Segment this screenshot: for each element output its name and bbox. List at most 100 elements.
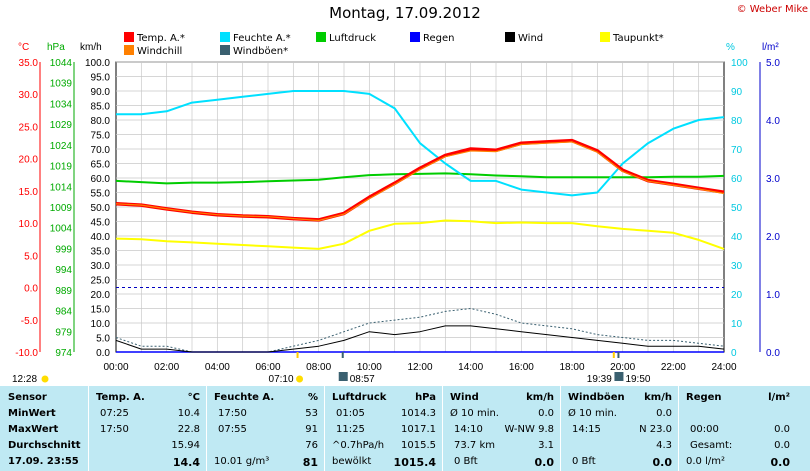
wind-min-label: Ø 10 min. bbox=[450, 408, 499, 419]
wind-axis-tick: 35.0 bbox=[91, 247, 111, 258]
wind-max: W-NW 9.8 bbox=[504, 424, 554, 435]
legend-item-rain: Regen bbox=[410, 32, 455, 44]
temp-avg: 15.94 bbox=[171, 440, 200, 451]
legend-label-gusts: Windböen* bbox=[233, 46, 289, 57]
rain-max-time: 00:00 bbox=[690, 424, 719, 435]
table-divider bbox=[324, 386, 325, 471]
series-line-luftdruck bbox=[115, 172, 725, 185]
pressure-header: Luftdruck bbox=[332, 392, 387, 403]
temp-axis-tick: 5.0 bbox=[24, 251, 38, 262]
humidity-axis-tick: 0 bbox=[731, 348, 737, 359]
rain-total: 0.0 bbox=[774, 440, 790, 451]
wind-axis-tick: 50.0 bbox=[91, 203, 111, 214]
legend-item-gusts: Windböen* bbox=[220, 45, 288, 57]
wind-axis-tick: 75.0 bbox=[91, 131, 111, 142]
series-line-wind bbox=[115, 325, 725, 353]
row-label-min: MinWert bbox=[8, 408, 56, 419]
pressure-axis-tick: 1024 bbox=[50, 141, 73, 152]
wind-axis-tick: 65.0 bbox=[91, 160, 111, 171]
humidity-axis-unit: % bbox=[726, 42, 735, 53]
rain-axis-tick: 3.0 bbox=[766, 174, 780, 185]
humidity-axis-tick: 100 bbox=[731, 58, 748, 69]
pressure-trend: ^0.7hPa/h bbox=[332, 440, 385, 451]
rain-axis-tick: 1.0 bbox=[766, 290, 780, 301]
legend-swatch-humidity bbox=[220, 32, 230, 42]
legend-swatch-gusts bbox=[220, 45, 230, 55]
x-axis-tick: 08:00 bbox=[306, 362, 331, 373]
x-axis-tick: 04:00 bbox=[205, 362, 230, 373]
pressure-axis-tick: 989 bbox=[55, 286, 72, 297]
legend-label-dewpoint: Taupunkt* bbox=[613, 33, 664, 44]
temp-axis-unit: °C bbox=[18, 42, 29, 53]
table-divider bbox=[88, 386, 89, 471]
wind-header: Wind bbox=[450, 392, 479, 403]
row-label-max: MaxWert bbox=[8, 424, 59, 435]
wind-axis-tick: 25.0 bbox=[91, 276, 111, 287]
wind-axis-tick: 45.0 bbox=[91, 218, 111, 229]
wind-axis-tick: 100.0 bbox=[85, 58, 110, 69]
moon-icon bbox=[338, 372, 348, 381]
rain-axis-unit: l/m² bbox=[762, 42, 779, 53]
humidity-unit: % bbox=[307, 392, 318, 403]
legend-swatch-wind bbox=[505, 32, 515, 42]
series-line-windb-en bbox=[115, 308, 725, 353]
x-axis-tick: 02:00 bbox=[154, 362, 179, 373]
gusts-current: 0.0 bbox=[652, 456, 673, 469]
legend-swatch-dewpoint bbox=[600, 32, 610, 42]
legend-item-temp: Temp. A.* bbox=[124, 32, 185, 44]
wind-unit: km/h bbox=[526, 392, 554, 403]
gusts-min-label: Ø 10 min. bbox=[568, 408, 617, 419]
pressure-current: 1015.4 bbox=[393, 456, 436, 469]
humidity-axis-tick: 80 bbox=[731, 116, 743, 127]
legend-item-humidity: Feuchte A.* bbox=[220, 32, 291, 44]
pressure-min: 1014.3 bbox=[401, 408, 436, 419]
temp-axis-tick: 0.0 bbox=[24, 284, 38, 295]
humidity-max: 91 bbox=[305, 424, 318, 435]
pressure-max: 1017.1 bbox=[401, 424, 436, 435]
temp-min-time: 07:25 bbox=[100, 408, 129, 419]
rain-current-label: 0.0 l/m² bbox=[686, 456, 725, 467]
sun-icon bbox=[41, 375, 49, 383]
wind-axis-tick: 85.0 bbox=[91, 102, 111, 113]
legend-item-dewpoint: Taupunkt* bbox=[600, 32, 664, 44]
rain-header: Regen bbox=[686, 392, 722, 403]
x-axis-tick: 12:00 bbox=[407, 362, 432, 373]
humidity-header: Feuchte A. bbox=[214, 392, 275, 403]
temp-axis-tick: 30.0 bbox=[19, 90, 39, 101]
legend-label-windchill: Windchill bbox=[137, 46, 183, 57]
wind-avg: 3.1 bbox=[538, 440, 554, 451]
temp-min: 10.4 bbox=[177, 408, 200, 419]
humidity-axis-tick: 50 bbox=[731, 203, 743, 214]
row-label-avg: Durchschnitt bbox=[8, 440, 81, 451]
pressure-axis-tick: 984 bbox=[55, 307, 72, 318]
humidity-min-time: 17:50 bbox=[218, 408, 247, 419]
temp-max-time: 17:50 bbox=[100, 424, 129, 435]
x-axis-tick: 06:00 bbox=[255, 362, 280, 373]
rain-current: 0.0 bbox=[770, 456, 791, 469]
wind-axis-tick: 70.0 bbox=[91, 145, 111, 156]
series-line-windchill bbox=[115, 141, 725, 222]
legend-label-temp: Temp. A.* bbox=[137, 33, 185, 44]
gusts-unit: km/h bbox=[644, 392, 672, 403]
legend-item-wind: Wind bbox=[505, 32, 543, 44]
pressure-axis-tick: 999 bbox=[55, 244, 72, 255]
legend-label-pressure: Luftdruck bbox=[329, 33, 377, 44]
wind-bft: 0 Bft bbox=[454, 456, 478, 467]
gusts-max: N 23.0 bbox=[639, 424, 672, 435]
humidity-max-time: 07:55 bbox=[218, 424, 247, 435]
sun-icon bbox=[296, 375, 304, 383]
wind-distance: 73.7 km bbox=[454, 440, 495, 451]
rain-axis-tick: 2.0 bbox=[766, 232, 780, 243]
temp-max: 22.8 bbox=[177, 424, 200, 435]
wind-axis-tick: 95.0 bbox=[91, 73, 111, 84]
rain-axis-tick: 0.0 bbox=[766, 348, 780, 359]
daylight-duration: 12:28 bbox=[12, 374, 37, 385]
table-divider bbox=[560, 386, 561, 471]
humidity-axis-tick: 70 bbox=[731, 145, 743, 156]
legend-label-rain: Regen bbox=[423, 33, 455, 44]
wind-min: 0.0 bbox=[538, 408, 554, 419]
pressure-max-time: 11:25 bbox=[336, 424, 365, 435]
moonrise-label: 08:57 bbox=[350, 374, 375, 385]
x-axis-tick: 22:00 bbox=[661, 362, 686, 373]
wind-axis-tick: 0.0 bbox=[96, 348, 110, 359]
